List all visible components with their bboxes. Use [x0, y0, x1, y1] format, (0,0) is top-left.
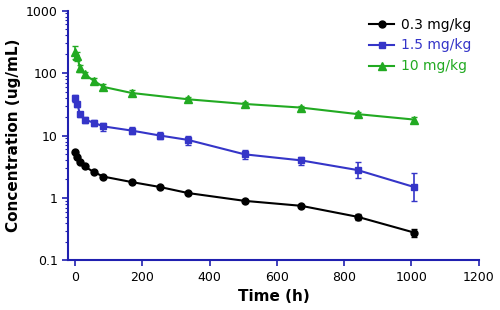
1.5 mg/kg	[242, 153, 248, 156]
10 mg/kg	[100, 85, 106, 89]
10 mg/kg	[185, 97, 191, 101]
10 mg/kg	[91, 79, 97, 83]
0.3 mg/kg	[77, 160, 83, 164]
1.5 mg/kg	[100, 125, 106, 128]
0.3 mg/kg	[411, 231, 417, 234]
10 mg/kg	[82, 73, 87, 76]
10 mg/kg	[411, 118, 417, 122]
0.3 mg/kg	[185, 191, 191, 195]
1.5 mg/kg	[185, 138, 191, 142]
1.5 mg/kg	[298, 158, 304, 162]
0.3 mg/kg	[100, 175, 106, 179]
10 mg/kg	[242, 102, 248, 106]
1.5 mg/kg	[72, 96, 78, 100]
1.5 mg/kg	[82, 118, 87, 122]
Y-axis label: Concentration (ug/mL): Concentration (ug/mL)	[6, 39, 20, 232]
10 mg/kg	[354, 112, 360, 116]
10 mg/kg	[77, 66, 83, 70]
1.5 mg/kg	[74, 102, 80, 106]
1.5 mg/kg	[157, 134, 163, 137]
1.5 mg/kg	[354, 168, 360, 172]
1.5 mg/kg	[91, 121, 97, 125]
Line: 10 mg/kg: 10 mg/kg	[71, 47, 418, 124]
0.3 mg/kg	[91, 170, 97, 174]
0.3 mg/kg	[354, 215, 360, 219]
0.3 mg/kg	[128, 180, 134, 184]
Line: 0.3 mg/kg: 0.3 mg/kg	[72, 148, 418, 236]
1.5 mg/kg	[77, 112, 83, 116]
10 mg/kg	[72, 50, 78, 54]
1.5 mg/kg	[411, 185, 417, 189]
0.3 mg/kg	[74, 155, 80, 159]
10 mg/kg	[128, 91, 134, 95]
0.3 mg/kg	[242, 199, 248, 203]
Line: 1.5 mg/kg: 1.5 mg/kg	[72, 95, 418, 190]
X-axis label: Time (h): Time (h)	[238, 290, 310, 304]
10 mg/kg	[74, 55, 80, 58]
0.3 mg/kg	[298, 204, 304, 208]
10 mg/kg	[298, 106, 304, 109]
0.3 mg/kg	[82, 165, 87, 168]
0.3 mg/kg	[157, 185, 163, 189]
0.3 mg/kg	[72, 150, 78, 153]
1.5 mg/kg	[128, 129, 134, 132]
Legend: 0.3 mg/kg, 1.5 mg/kg, 10 mg/kg: 0.3 mg/kg, 1.5 mg/kg, 10 mg/kg	[364, 12, 477, 79]
